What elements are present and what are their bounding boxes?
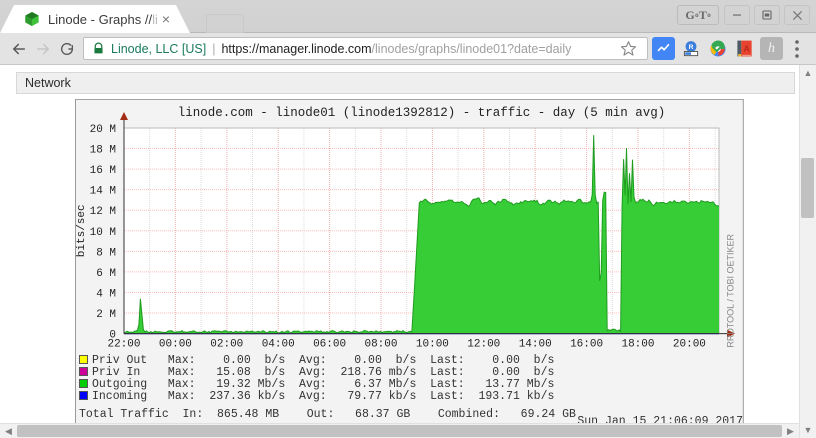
svg-text:12 M: 12 M <box>90 206 116 218</box>
svg-text:04:00: 04:00 <box>262 339 295 351</box>
svg-text:20 M: 20 M <box>90 124 116 136</box>
svg-text:2 M: 2 M <box>96 309 116 321</box>
svg-text:22:00: 22:00 <box>107 339 140 351</box>
svg-text:R: R <box>688 44 693 51</box>
svg-text:20:00: 20:00 <box>673 339 706 351</box>
svg-text:8 M: 8 M <box>96 247 116 259</box>
svg-text:08:00: 08:00 <box>364 339 397 351</box>
svg-text:00:00: 00:00 <box>159 339 192 351</box>
svg-text:14 M: 14 M <box>90 186 116 198</box>
svg-text:6 M: 6 M <box>96 268 116 280</box>
svg-text:02:00: 02:00 <box>210 339 243 351</box>
svg-text:10 M: 10 M <box>90 227 116 239</box>
svg-text:06:00: 06:00 <box>313 339 346 351</box>
svg-text:14:00: 14:00 <box>519 339 552 351</box>
svg-text:bits/sec: bits/sec <box>76 204 88 257</box>
svg-text:4 M: 4 M <box>96 289 116 301</box>
svg-text:12:00: 12:00 <box>467 339 500 351</box>
svg-text:16 M: 16 M <box>90 165 116 177</box>
svg-text:18 M: 18 M <box>90 145 116 157</box>
svg-text:linode.com - linode01 (linode1: linode.com - linode01 (linode1392812) - … <box>178 106 666 120</box>
svg-text:A: A <box>743 43 750 53</box>
svg-text:16:00: 16:00 <box>570 339 603 351</box>
svg-text:RRDTOOL / TOBI OETIKER: RRDTOOL / TOBI OETIKER <box>725 233 735 347</box>
svg-text:18:00: 18:00 <box>621 339 654 351</box>
svg-text:10:00: 10:00 <box>416 339 449 351</box>
